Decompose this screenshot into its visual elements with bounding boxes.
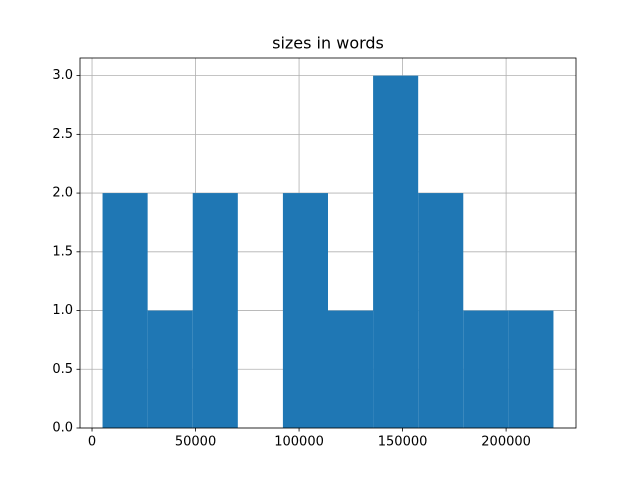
y-tick-label: 1.0 <box>52 303 73 318</box>
y-tick-label: 3.0 <box>52 68 73 83</box>
bar <box>508 310 554 428</box>
axes-frame <box>79 57 577 429</box>
x-tick-label: 200000 <box>481 435 531 450</box>
bar <box>192 193 238 428</box>
bar <box>418 193 464 428</box>
bar <box>282 193 328 428</box>
x-tick-label: 100000 <box>274 435 324 450</box>
bar <box>463 310 509 428</box>
x-tick-label: 50000 <box>175 435 216 450</box>
x-tick-label: 0 <box>88 435 96 450</box>
bar <box>373 75 419 428</box>
y-tick-label: 2.0 <box>52 186 73 201</box>
bar <box>147 310 193 428</box>
x-tick-label: 150000 <box>378 435 428 450</box>
y-tick-label: 1.5 <box>52 244 73 259</box>
bar <box>102 193 148 428</box>
y-tick-label: 2.5 <box>52 127 73 142</box>
bar <box>328 310 374 428</box>
chart-title: sizes in words <box>272 34 384 53</box>
y-tick-label: 0.5 <box>52 362 73 377</box>
y-tick-label: 0.0 <box>52 421 73 436</box>
